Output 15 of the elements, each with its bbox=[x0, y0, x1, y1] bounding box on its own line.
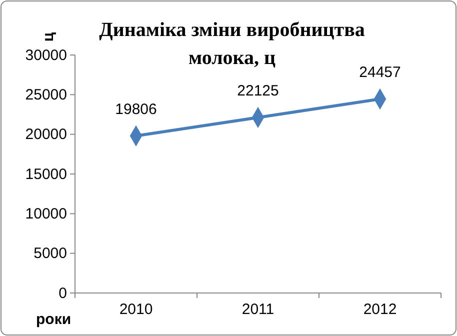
data-label: 19806 bbox=[115, 100, 157, 118]
y-tick-label: 20000 bbox=[25, 126, 67, 144]
data-label: 24457 bbox=[359, 64, 401, 81]
y-tick-label: 5000 bbox=[34, 245, 67, 262]
y-tick-label: 10000 bbox=[25, 205, 67, 222]
y-tick-label: 15000 bbox=[25, 166, 67, 183]
x-axis-title: роки bbox=[36, 311, 72, 328]
y-tick-label: 30000 bbox=[25, 46, 67, 64]
x-tick-label: 2010 bbox=[119, 301, 153, 318]
x-tick-label: 2011 bbox=[242, 301, 274, 318]
y-axis-title: ц bbox=[40, 32, 57, 42]
y-tick-label: 25000 bbox=[25, 86, 67, 104]
x-tick-label: 2012 bbox=[363, 301, 397, 318]
data-label: 22125 bbox=[237, 82, 279, 100]
y-tick-label: 0 bbox=[58, 284, 67, 302]
